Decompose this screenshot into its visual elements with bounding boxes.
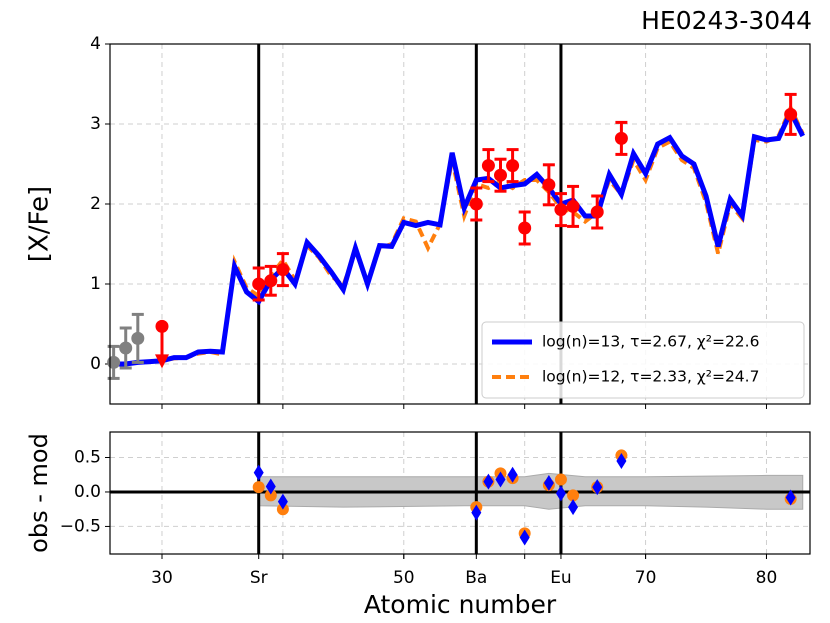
residual-point xyxy=(252,481,265,494)
residual-point xyxy=(567,489,580,502)
y-tick-label: 1 xyxy=(90,274,101,294)
residual-point xyxy=(568,499,579,516)
legend-label: log(n)=13, τ=2.67, χ²=22.6 xyxy=(542,333,759,351)
x-tick-label: 70 xyxy=(635,568,657,588)
data-point xyxy=(784,107,798,121)
x-tick-label: 30 xyxy=(151,568,173,588)
axes-frame xyxy=(109,431,811,555)
x-tick-label: Ba xyxy=(465,568,487,588)
y-axis-label: [X/Fe] xyxy=(25,186,55,262)
residual-point xyxy=(785,489,796,506)
upper-limit-point xyxy=(155,319,169,333)
data-point xyxy=(276,263,290,277)
axes-frame xyxy=(109,43,811,405)
residual-point xyxy=(519,529,530,546)
series-line xyxy=(113,106,805,367)
residual-point xyxy=(483,473,494,490)
residual-point xyxy=(507,466,518,483)
y-tick-label: 4 xyxy=(90,34,101,54)
residual-point xyxy=(253,464,264,481)
data-point xyxy=(131,331,145,345)
residual-point xyxy=(264,489,277,502)
residual-point xyxy=(471,504,482,521)
data-point xyxy=(590,205,604,219)
y-tick-label: 0.0 xyxy=(74,482,101,502)
residual-point xyxy=(592,479,603,496)
residual-point xyxy=(265,478,276,495)
y-tick-label: 3 xyxy=(90,114,101,134)
upper-limit-head xyxy=(154,354,169,369)
x-tick-label: 50 xyxy=(393,568,415,588)
y-axis-label: obs - mod xyxy=(25,433,53,553)
data-point xyxy=(506,159,520,173)
y-tick-label: −0.5 xyxy=(60,516,101,536)
y-tick-label: 0 xyxy=(90,354,101,374)
chart-title: HE0243-3044 xyxy=(641,6,812,35)
data-point xyxy=(119,341,133,355)
data-point xyxy=(481,159,495,173)
data-point xyxy=(252,277,266,291)
data-point xyxy=(542,178,556,192)
x-axis-label: Atomic number xyxy=(364,590,557,619)
residual-point xyxy=(554,473,567,486)
y-tick-label: 2 xyxy=(90,194,101,214)
residual-point xyxy=(277,493,288,510)
residual-point xyxy=(543,475,554,492)
data-point xyxy=(518,221,532,235)
x-tick-label: Sr xyxy=(250,568,268,588)
data-point xyxy=(264,274,278,288)
residual-point xyxy=(616,452,627,469)
x-tick-label: Eu xyxy=(550,568,572,588)
residual-point xyxy=(495,471,506,488)
data-point xyxy=(494,168,508,182)
y-tick-label: 0.5 xyxy=(74,448,101,468)
data-point xyxy=(566,199,580,213)
data-point xyxy=(554,203,568,217)
data-point xyxy=(107,355,121,369)
legend-box xyxy=(481,321,805,399)
data-point xyxy=(469,197,483,211)
x-tick-label: 80 xyxy=(756,568,778,588)
data-point xyxy=(614,131,628,145)
residual-point xyxy=(555,485,566,502)
legend-label: log(n)=12, τ=2.33, χ²=24.7 xyxy=(542,368,759,386)
